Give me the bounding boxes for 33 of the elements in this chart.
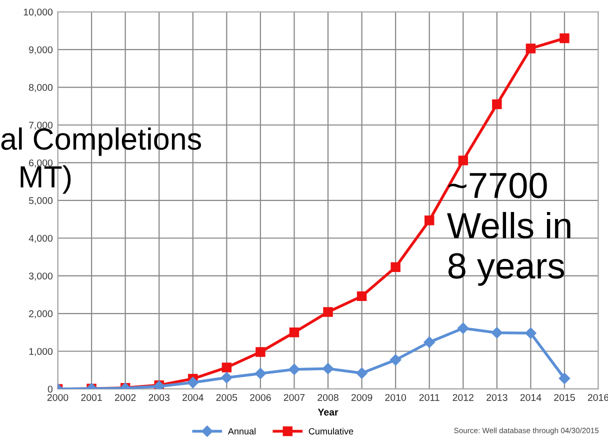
- x-tick-label: 2004: [182, 394, 204, 401]
- x-axis-title: Year: [318, 408, 338, 416]
- y-tick-label: 3,000: [28, 272, 53, 281]
- x-tick-label: 2014: [520, 394, 542, 401]
- x-tick-label: 2009: [351, 394, 372, 401]
- x-tick-label: 2013: [486, 394, 508, 401]
- x-tick-label: 2010: [385, 394, 406, 401]
- x-tick-label: 2015: [554, 394, 575, 401]
- annotation: ~7700 Wells in 8 years: [447, 172, 570, 286]
- x-tick-label: 2012: [452, 394, 474, 401]
- y-tick-label: 9,000: [29, 46, 53, 54]
- y-tick-label: 10,000: [24, 8, 53, 17]
- legend-label: Annual: [228, 428, 256, 434]
- x-tick-label: 2011: [419, 394, 440, 401]
- x-tick-label: 2007: [284, 394, 305, 401]
- annotation: MT): [20, 165, 71, 194]
- y-tick-label: 5,000: [28, 197, 53, 206]
- legend-label: Cumulative: [308, 428, 354, 434]
- x-tick-label: 2000: [47, 394, 68, 401]
- annotation: al Completions: [1, 127, 201, 156]
- y-tick-label: 8,000: [28, 84, 53, 92]
- y-tick-label: 6,000: [29, 159, 53, 168]
- y-tick-label: 1,000: [29, 348, 53, 356]
- x-tick-label: 2002: [115, 394, 136, 401]
- x-tick-label: 2003: [148, 394, 170, 401]
- x-tick-label: 2008: [318, 394, 338, 401]
- y-tick-label: 2,000: [29, 310, 53, 318]
- x-tick-label: 2006: [250, 394, 271, 401]
- x-tick-label: 2001: [81, 394, 102, 401]
- y-tick-label: 4,000: [28, 234, 53, 243]
- y-tick-label: 7,000: [29, 122, 53, 130]
- x-tick-label: 2005: [216, 394, 238, 401]
- y-tick-label: 0: [48, 386, 53, 393]
